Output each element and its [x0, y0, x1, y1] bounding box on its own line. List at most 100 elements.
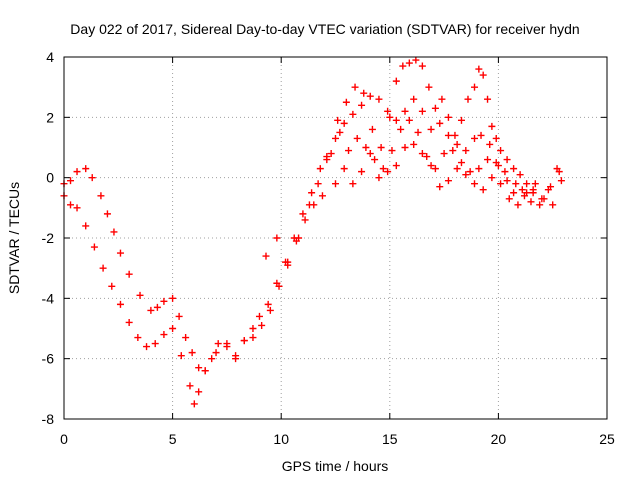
data-point: [366, 150, 374, 158]
data-point: [82, 165, 90, 173]
data-point: [418, 62, 426, 70]
data-point: [418, 150, 426, 158]
data-point: [410, 140, 418, 148]
data-point: [471, 134, 479, 142]
data-point: [386, 113, 394, 121]
data-point: [427, 125, 435, 133]
data-point: [418, 107, 426, 115]
data-point: [266, 306, 274, 314]
y-tick-label: -6: [42, 351, 55, 367]
data-point: [116, 249, 124, 257]
data-point: [88, 174, 96, 182]
data-point: [401, 107, 409, 115]
data-point: [143, 343, 151, 351]
data-point: [462, 171, 470, 179]
data-point: [440, 150, 448, 158]
data-point: [514, 201, 522, 209]
data-point: [316, 165, 324, 173]
x-tick-label: 5: [169, 431, 177, 447]
data-point: [384, 168, 392, 176]
data-point: [503, 156, 511, 164]
data-point: [358, 168, 366, 176]
data-point: [73, 168, 81, 176]
data-point: [366, 92, 374, 100]
data-point: [379, 165, 387, 173]
data-point: [523, 189, 531, 197]
data-point: [182, 334, 190, 342]
data-point: [232, 355, 240, 363]
data-point: [177, 352, 185, 360]
data-point: [255, 312, 263, 320]
y-axis-label: SDTVAR / TECUs: [6, 182, 22, 294]
axis-ticks: [63, 56, 608, 420]
data-point: [436, 183, 444, 191]
series-2: [60, 116, 561, 408]
data-point: [342, 98, 350, 106]
data-point: [353, 134, 361, 142]
data-point: [273, 234, 281, 242]
data-point: [503, 177, 511, 185]
data-point: [208, 355, 216, 363]
data-point: [125, 270, 133, 278]
data-point: [212, 349, 220, 357]
data-point: [108, 282, 116, 290]
data-point: [405, 59, 413, 67]
data-point: [401, 144, 409, 151]
data-point: [544, 186, 552, 194]
data-point: [477, 131, 485, 139]
data-point: [358, 101, 366, 109]
data-point: [90, 243, 98, 251]
data-point: [151, 340, 159, 348]
data-point: [518, 186, 526, 194]
x-tick-label: 25: [599, 431, 615, 447]
data-point: [160, 331, 168, 339]
data-point: [375, 174, 383, 182]
data-point: [195, 364, 203, 372]
data-point: [436, 119, 444, 127]
data-point: [549, 201, 557, 209]
data-point: [457, 159, 465, 167]
data-point: [249, 334, 257, 342]
series-1: [60, 92, 563, 375]
x-axis-label: GPS time / hours: [282, 458, 389, 474]
data-point: [240, 337, 248, 345]
data-point: [475, 65, 483, 73]
data-point: [351, 83, 359, 91]
data-point: [186, 382, 194, 390]
data-point: [82, 222, 90, 230]
data-point: [412, 56, 420, 64]
data-point: [451, 131, 459, 139]
data-point: [431, 104, 439, 112]
y-tick-label: 2: [46, 109, 54, 125]
data-point: [332, 180, 339, 188]
data-point: [410, 95, 418, 103]
data-point: [512, 180, 520, 188]
data-point: [471, 83, 479, 91]
data-point: [125, 318, 133, 326]
data-point: [134, 334, 142, 342]
data-point: [305, 201, 313, 209]
data-point: [516, 171, 524, 179]
x-tick-label: 20: [491, 431, 507, 447]
data-point: [377, 144, 385, 151]
data-point: [486, 140, 494, 148]
data-point: [188, 349, 196, 357]
data-point: [195, 388, 203, 396]
data-point: [464, 95, 472, 103]
data-point: [492, 159, 500, 167]
data-point: [488, 174, 496, 182]
x-tick-label: 15: [382, 431, 398, 447]
data-point: [336, 128, 344, 136]
data-point: [427, 162, 435, 170]
data-point: [103, 210, 111, 218]
y-tick-label: 4: [46, 49, 54, 65]
data-point: [308, 189, 316, 197]
data-point: [110, 228, 118, 236]
data-point: [375, 95, 383, 103]
data-point: [466, 168, 474, 176]
data-point: [99, 264, 107, 272]
data-point: [345, 147, 353, 155]
data-point: [553, 165, 561, 173]
data-point: [340, 119, 348, 127]
